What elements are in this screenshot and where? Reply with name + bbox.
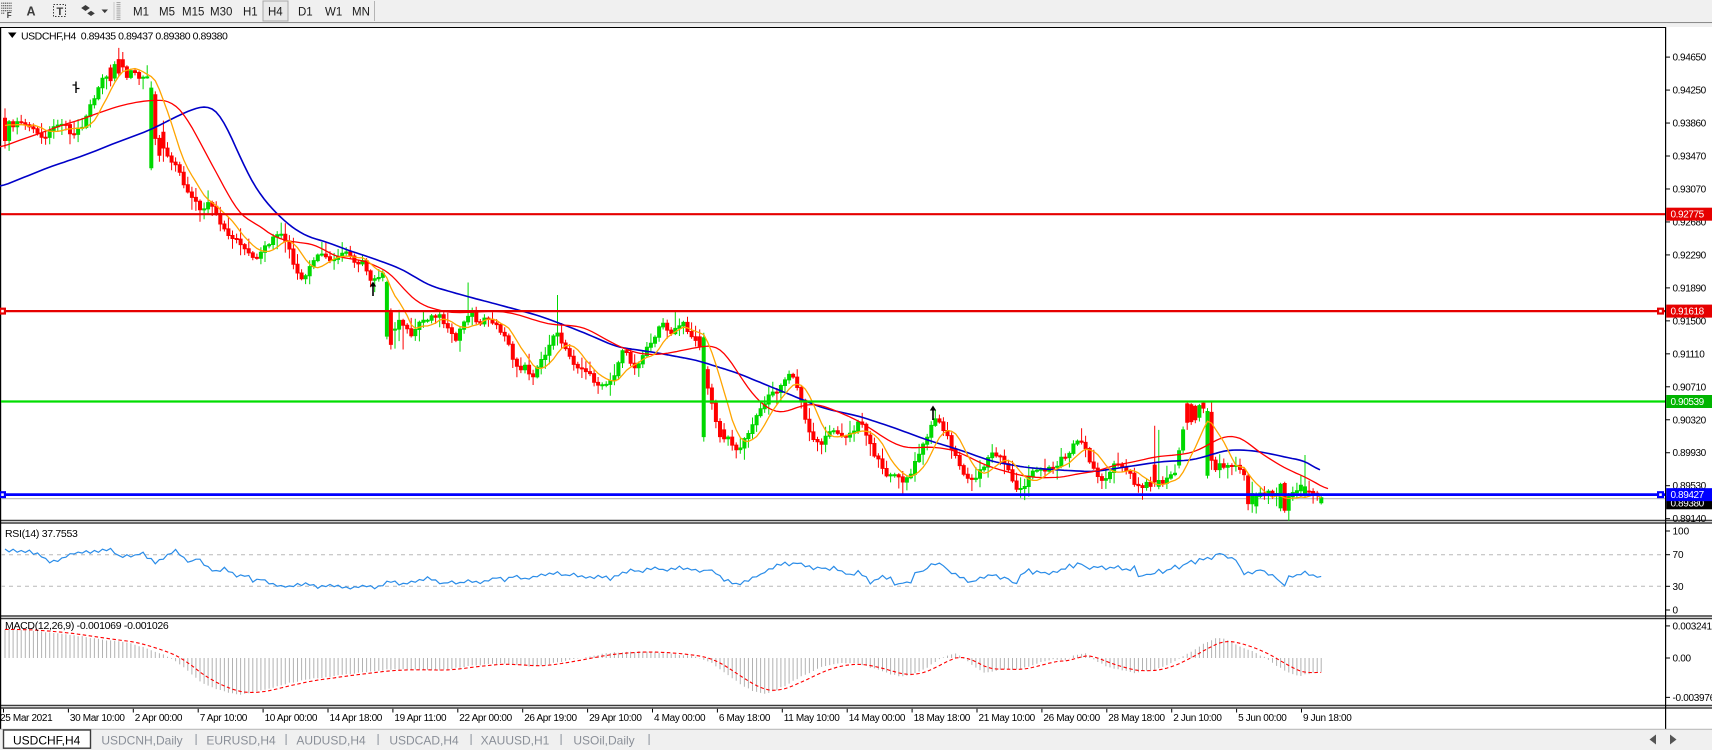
svg-text:30 Mar 10:00: 30 Mar 10:00	[70, 713, 126, 724]
svg-text:USDCNH,Daily: USDCNH,Daily	[101, 734, 182, 748]
svg-text:0.94650: 0.94650	[1673, 53, 1707, 64]
svg-text:MN: MN	[352, 7, 370, 19]
svg-text:0.00: 0.00	[1673, 654, 1692, 665]
svg-text:5 Jun 00:00: 5 Jun 00:00	[1238, 713, 1287, 724]
svg-text:0.92775: 0.92775	[1671, 210, 1705, 221]
svg-text:M1: M1	[133, 7, 149, 19]
svg-text:H4: H4	[268, 7, 283, 19]
svg-text:21 May 10:00: 21 May 10:00	[979, 713, 1036, 724]
svg-text:14 May 00:00: 14 May 00:00	[849, 713, 906, 724]
svg-text:0.91618: 0.91618	[1671, 307, 1705, 318]
svg-text:0: 0	[1673, 606, 1679, 617]
svg-text:A: A	[27, 5, 36, 19]
svg-text:M30: M30	[210, 7, 232, 19]
svg-text:MACD(12,26,9) -0.001069 -0.001: MACD(12,26,9) -0.001069 -0.001026	[5, 620, 169, 632]
svg-text:0.90320: 0.90320	[1673, 415, 1707, 426]
svg-text:11 May 10:00: 11 May 10:00	[784, 713, 840, 724]
svg-text:M5: M5	[159, 7, 175, 19]
svg-text:M15: M15	[182, 7, 204, 19]
svg-text:22 Apr 00:00: 22 Apr 00:00	[459, 713, 512, 724]
svg-text:0.89930: 0.89930	[1673, 448, 1707, 459]
svg-text:F: F	[7, 11, 12, 20]
svg-text:AUDUSD,H4: AUDUSD,H4	[296, 734, 366, 748]
svg-text:18 May 18:00: 18 May 18:00	[914, 713, 971, 724]
svg-text:0.89427: 0.89427	[1671, 490, 1705, 501]
svg-text:0.92290: 0.92290	[1673, 250, 1707, 261]
svg-text:0.93070: 0.93070	[1673, 184, 1707, 195]
svg-text:USDCAD,H4: USDCAD,H4	[389, 734, 459, 748]
svg-text:26 Apr 19:00: 26 Apr 19:00	[524, 713, 577, 724]
svg-text:14 Apr 18:00: 14 Apr 18:00	[330, 713, 383, 724]
svg-text:0.91110: 0.91110	[1673, 349, 1706, 360]
svg-text:6 May 18:00: 6 May 18:00	[719, 713, 771, 724]
svg-text:100: 100	[1673, 527, 1690, 538]
svg-text:H1: H1	[243, 7, 258, 19]
svg-text:2 Apr 00:00: 2 Apr 00:00	[135, 713, 183, 724]
svg-text:70: 70	[1673, 550, 1685, 561]
svg-text:0.89140: 0.89140	[1673, 514, 1707, 525]
svg-text:XAUUSD,H1: XAUUSD,H1	[481, 734, 550, 748]
svg-text:0.91890: 0.91890	[1673, 283, 1707, 294]
svg-text:0.92680: 0.92680	[1673, 217, 1707, 228]
svg-text:28 May 18:00: 28 May 18:00	[1108, 713, 1165, 724]
svg-text:30: 30	[1673, 582, 1685, 593]
svg-text:2 Jun 10:00: 2 Jun 10:00	[1173, 713, 1222, 724]
svg-text:USDCHF,H4 0.89435 0.89437 0.8: USDCHF,H4 0.89435 0.89437 0.89380 0.8938…	[21, 31, 228, 43]
svg-text:29 Apr 10:00: 29 Apr 10:00	[589, 713, 642, 724]
svg-text:7 Apr 10:00: 7 Apr 10:00	[200, 713, 248, 724]
svg-text:0.89380: 0.89380	[1671, 498, 1705, 509]
svg-text:USDCHF,H4: USDCHF,H4	[13, 734, 81, 748]
svg-text:RSI(14) 37.7553: RSI(14) 37.7553	[5, 528, 78, 540]
svg-text:USOil,Daily: USOil,Daily	[573, 734, 634, 748]
svg-text:0.003241: 0.003241	[1673, 621, 1712, 632]
svg-text:D1: D1	[298, 7, 313, 19]
svg-text:26 May 00:00: 26 May 00:00	[1043, 713, 1100, 724]
svg-text:0.94250: 0.94250	[1673, 86, 1707, 97]
svg-text:9 Jun 18:00: 9 Jun 18:00	[1303, 713, 1352, 724]
svg-text:4 May 00:00: 4 May 00:00	[654, 713, 706, 724]
svg-text:EURUSD,H4: EURUSD,H4	[206, 734, 276, 748]
svg-text:-0.003976: -0.003976	[1673, 693, 1712, 704]
svg-text:19 Apr 11:00: 19 Apr 11:00	[394, 713, 447, 724]
svg-text:0.93470: 0.93470	[1673, 152, 1707, 163]
svg-text:25 Mar 2021: 25 Mar 2021	[0, 713, 53, 724]
svg-text:0.90710: 0.90710	[1673, 382, 1707, 393]
svg-text:0.93860: 0.93860	[1673, 119, 1707, 130]
svg-text:0.91500: 0.91500	[1673, 316, 1707, 327]
svg-text:0.89530: 0.89530	[1673, 481, 1707, 492]
svg-text:T: T	[57, 6, 64, 18]
svg-text:10 Apr 00:00: 10 Apr 00:00	[265, 713, 318, 724]
svg-text:W1: W1	[325, 7, 342, 19]
svg-text:0.90539: 0.90539	[1671, 397, 1705, 408]
